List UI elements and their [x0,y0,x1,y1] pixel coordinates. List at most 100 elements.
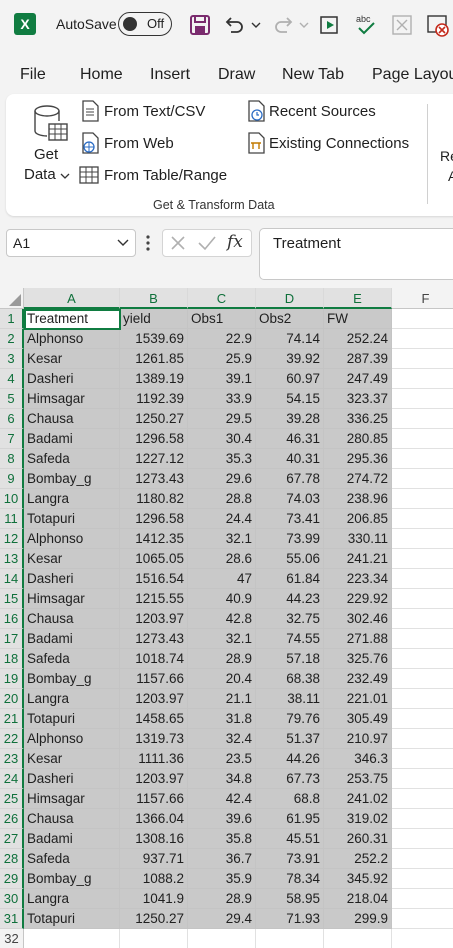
table-cell[interactable]: 29.4 [188,909,256,929]
table-cell[interactable] [392,629,453,649]
table-cell[interactable]: 44.23 [256,589,324,609]
table-cell[interactable]: 1065.05 [120,549,188,569]
table-cell[interactable]: Totapuri [24,709,120,729]
table-cell[interactable] [392,329,453,349]
table-cell[interactable]: 1180.82 [120,489,188,509]
name-box[interactable]: A1 [6,229,136,257]
table-cell[interactable]: 38.11 [256,689,324,709]
table-cell[interactable]: 1203.97 [120,689,188,709]
row-header[interactable]: 3 [0,349,24,369]
column-header-f[interactable]: F [392,288,453,309]
table-cell[interactable]: 1273.43 [120,629,188,649]
row-header[interactable]: 4 [0,369,24,389]
spelling-icon[interactable]: abc [354,12,378,38]
table-cell[interactable]: 232.49 [324,669,392,689]
table-cell[interactable] [392,809,453,829]
row-header[interactable]: 24 [0,769,24,789]
table-cell[interactable] [392,689,453,709]
row-header[interactable]: 10 [0,489,24,509]
row-header[interactable]: 5 [0,389,24,409]
table-cell[interactable]: 1227.12 [120,449,188,469]
row-header[interactable]: 18 [0,649,24,669]
table-cell[interactable]: 30.4 [188,429,256,449]
table-cell[interactable]: 295.36 [324,449,392,469]
tab-home[interactable]: Home [80,66,123,83]
table-cell[interactable]: 54.15 [256,389,324,409]
table-cell[interactable]: 253.75 [324,769,392,789]
table-cell[interactable]: 1296.58 [120,429,188,449]
table-cell[interactable]: 28.6 [188,549,256,569]
get-data-button[interactable]: Get Data [20,102,76,186]
table-cell[interactable]: 74.14 [256,329,324,349]
table-cell[interactable]: 45.51 [256,829,324,849]
table-cell[interactable] [392,349,453,369]
row-header[interactable]: 7 [0,429,24,449]
row-header[interactable]: 6 [0,409,24,429]
table-cell[interactable] [392,469,453,489]
table-cell[interactable]: Alphonso [24,729,120,749]
table-cell[interactable]: 61.84 [256,569,324,589]
table-cell[interactable] [392,929,453,948]
row-header[interactable]: 1 [0,309,24,329]
column-header-d[interactable]: D [256,288,324,309]
table-cell[interactable]: Dasheri [24,769,120,789]
tab-file[interactable]: File [20,66,46,83]
table-cell[interactable]: 336.25 [324,409,392,429]
table-cell[interactable] [392,369,453,389]
table-cell[interactable]: 21.1 [188,689,256,709]
table-cell[interactable]: 1250.27 [120,909,188,929]
table-cell[interactable]: Kesar [24,749,120,769]
from-web-button[interactable]: From Web [104,135,174,152]
row-header[interactable]: 20 [0,689,24,709]
table-cell[interactable]: Kesar [24,349,120,369]
row-header[interactable]: 2 [0,329,24,349]
tab-draw[interactable]: Draw [218,66,256,83]
table-cell[interactable]: 1319.73 [120,729,188,749]
header-cell[interactable]: Treatment [24,309,120,329]
table-cell[interactable]: Bombay_g [24,669,120,689]
table-cell[interactable]: 61.95 [256,809,324,829]
from-text-csv-button[interactable]: From Text/CSV [104,103,206,120]
refresh-all-label-cutoff[interactable]: Re [440,148,453,164]
cancel-icon[interactable] [426,12,453,38]
table-cell[interactable]: 280.85 [324,429,392,449]
table-cell[interactable] [392,429,453,449]
table-cell[interactable]: Kesar [24,549,120,569]
table-cell[interactable]: 57.18 [256,649,324,669]
table-cell[interactable]: 1203.97 [120,769,188,789]
row-header[interactable]: 17 [0,629,24,649]
table-cell[interactable]: 1308.16 [120,829,188,849]
table-cell[interactable] [392,409,453,429]
table-cell[interactable]: 67.78 [256,469,324,489]
table-cell[interactable]: 23.5 [188,749,256,769]
table-cell[interactable]: 1250.27 [120,409,188,429]
table-cell[interactable]: 1389.19 [120,369,188,389]
table-cell[interactable]: 241.21 [324,549,392,569]
redo-icon[interactable] [272,12,296,38]
table-cell[interactable]: 274.72 [324,469,392,489]
insert-function-icon[interactable]: fx [227,232,243,252]
table-cell[interactable]: 78.34 [256,869,324,889]
table-cell[interactable]: 299.9 [324,909,392,929]
redo-dropdown-chevron-icon[interactable] [298,12,310,38]
table-cell[interactable]: 1203.97 [120,609,188,629]
header-cell[interactable]: Obs2 [256,309,324,329]
table-cell[interactable]: 260.31 [324,829,392,849]
table-cell[interactable]: Alphonso [24,329,120,349]
table-cell[interactable]: 223.34 [324,569,392,589]
play-icon[interactable] [318,12,342,38]
table-cell[interactable]: 305.49 [324,709,392,729]
tab-new-tab[interactable]: New Tab [282,66,344,83]
row-header[interactable]: 9 [0,469,24,489]
table-cell[interactable]: Himsagar [24,389,120,409]
table-cell[interactable]: 1111.36 [120,749,188,769]
more-options-icon[interactable] [144,234,152,252]
table-cell[interactable]: 1539.69 [120,329,188,349]
table-cell[interactable] [392,549,453,569]
row-header[interactable]: 29 [0,869,24,889]
table-cell[interactable] [392,789,453,809]
table-cell[interactable]: Safeda [24,649,120,669]
table-cell[interactable]: 24.4 [188,509,256,529]
table-cell[interactable]: 1366.04 [120,809,188,829]
table-cell[interactable]: 323.37 [324,389,392,409]
